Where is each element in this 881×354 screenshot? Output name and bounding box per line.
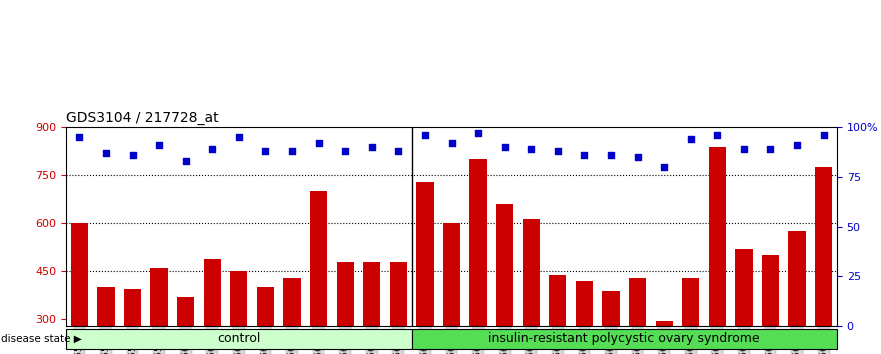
Bar xyxy=(389,262,407,354)
Point xyxy=(764,147,778,152)
Point xyxy=(365,144,379,150)
Bar xyxy=(549,274,566,354)
Point xyxy=(657,164,671,170)
Bar xyxy=(256,287,274,354)
Text: disease state ▶: disease state ▶ xyxy=(1,334,82,344)
Point xyxy=(524,147,538,152)
Point xyxy=(737,147,751,152)
Point xyxy=(790,142,804,148)
Bar xyxy=(151,268,167,354)
Bar xyxy=(66,329,411,349)
Point xyxy=(232,135,246,140)
Bar xyxy=(762,255,779,354)
Bar xyxy=(177,297,195,354)
Point xyxy=(684,137,698,142)
Point xyxy=(471,131,485,136)
Bar xyxy=(629,278,647,354)
Text: insulin-resistant polycystic ovary syndrome: insulin-resistant polycystic ovary syndr… xyxy=(488,332,760,346)
Bar xyxy=(576,281,593,354)
Bar xyxy=(470,159,486,354)
Point xyxy=(179,158,193,164)
Point xyxy=(312,141,326,146)
Bar xyxy=(655,321,673,354)
Point xyxy=(577,152,591,158)
Point xyxy=(72,135,86,140)
Point xyxy=(418,132,432,138)
Point xyxy=(125,152,139,158)
Bar xyxy=(443,223,460,354)
Point xyxy=(631,154,645,160)
Point xyxy=(205,147,219,152)
Bar xyxy=(417,182,433,354)
Point xyxy=(99,150,113,156)
Bar xyxy=(411,329,837,349)
Bar xyxy=(736,249,752,354)
Point xyxy=(338,148,352,154)
Point xyxy=(551,148,565,154)
Bar xyxy=(603,291,619,354)
Bar xyxy=(708,147,726,354)
Bar xyxy=(284,278,300,354)
Point xyxy=(817,132,831,138)
Point xyxy=(285,148,299,154)
Bar xyxy=(522,218,540,354)
Bar xyxy=(310,192,327,354)
Bar xyxy=(124,289,141,354)
Point xyxy=(258,148,272,154)
Bar xyxy=(815,167,833,354)
Bar xyxy=(97,287,115,354)
Text: control: control xyxy=(218,332,261,346)
Text: GDS3104 / 217728_at: GDS3104 / 217728_at xyxy=(66,111,218,125)
Point xyxy=(498,144,512,150)
Bar xyxy=(682,278,700,354)
Point xyxy=(152,142,167,148)
Point xyxy=(710,132,724,138)
Bar xyxy=(230,271,248,354)
Bar xyxy=(70,223,88,354)
Bar xyxy=(788,232,806,354)
Bar xyxy=(337,262,354,354)
Bar xyxy=(496,204,514,354)
Bar xyxy=(363,262,381,354)
Point xyxy=(444,141,458,146)
Bar xyxy=(204,258,221,354)
Point xyxy=(604,152,618,158)
Point xyxy=(391,148,405,154)
